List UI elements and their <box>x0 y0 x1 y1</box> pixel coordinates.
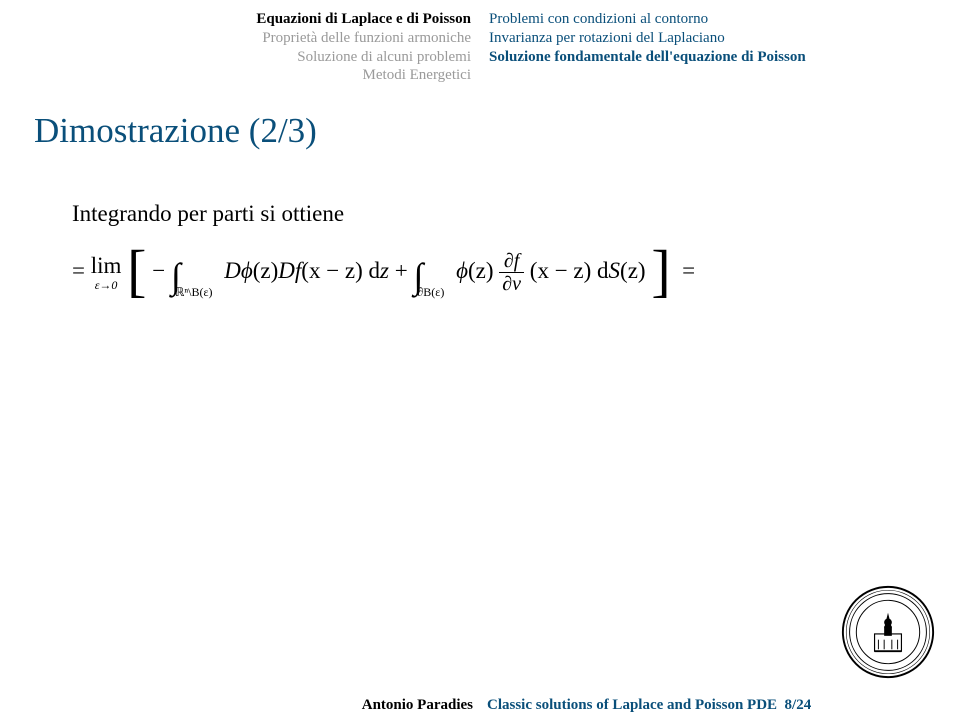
minus-sign: − <box>152 258 165 283</box>
dz-d: d <box>363 258 380 283</box>
footer-author: Antonio Paradies <box>0 697 487 714</box>
footer-talk-title: Classic solutions of Laplace and Poisson… <box>487 697 777 713</box>
footer-title-page: Classic solutions of Laplace and Poisson… <box>487 697 960 714</box>
term-xz: (x − z) <box>301 258 363 283</box>
term-z: (z) <box>253 258 279 283</box>
phi-arg: (z) <box>468 258 494 283</box>
fraction-dfdn: ∂f ∂ν <box>499 251 524 294</box>
university-seal-icon <box>840 584 936 680</box>
equals-sign: = <box>682 258 695 283</box>
header-left-navigation: Equazioni di Laplace e di Poisson Propri… <box>0 10 489 85</box>
slide-title: Dimostrazione (2/3) <box>0 91 960 151</box>
fraction-denominator: ∂ν <box>499 273 524 294</box>
integral-2: ∫∂B(ε) <box>413 258 456 283</box>
nav-section-item[interactable]: Soluzione di alcuni problemi <box>0 48 471 67</box>
limit-operator: lim ε→0 <box>91 254 122 291</box>
arg-xz: (x − z) <box>530 258 592 283</box>
phi: ϕ <box>456 258 468 283</box>
ds-arg: (z) <box>620 258 646 283</box>
slide-footer: Antonio Paradies Classic solutions of La… <box>0 690 960 720</box>
plus-sign: + <box>395 258 414 283</box>
fraction-numerator: ∂f <box>499 251 524 273</box>
lim-subscript: ε→0 <box>91 277 122 291</box>
integral-domain: ∂B(ε) <box>417 285 444 299</box>
nav-subsection-item[interactable]: Problemi con condizioni al contorno <box>489 10 960 29</box>
nav-subsection-current[interactable]: Soluzione fondamentale dell'equazione di… <box>489 48 960 67</box>
integral-1: ∫ℝⁿ\B(ε) <box>171 258 224 283</box>
integral-domain: ℝⁿ\B(ε) <box>175 285 213 299</box>
slide-header: Equazioni di Laplace e di Poisson Propri… <box>0 0 960 91</box>
dz-z: z <box>380 258 389 283</box>
equation-display: = lim ε→0 [ − ∫ℝⁿ\B(ε) Dϕ(z)Df(x − z) dz… <box>0 227 960 294</box>
term-df: Df <box>278 258 301 283</box>
nav-section-item[interactable]: Metodi Energetici <box>0 66 471 85</box>
body-paragraph: Integrando per parti si ottiene <box>0 151 960 227</box>
ds-d: d <box>591 258 608 283</box>
nav-subsection-item[interactable]: Invarianza per rotazioni del Laplaciano <box>489 29 960 48</box>
lim-text: lim <box>91 254 122 277</box>
nav-section-item[interactable]: Proprietà delle funzioni armoniche <box>0 29 471 48</box>
footer-page-number: 8/24 <box>785 697 812 713</box>
nav-section-current[interactable]: Equazioni di Laplace e di Poisson <box>0 10 471 29</box>
ds-s: S <box>609 258 621 283</box>
term-dphi: Dϕ <box>224 258 253 283</box>
header-right-navigation: Problemi con condizioni al contorno Inva… <box>489 10 960 85</box>
equals-sign: = <box>72 258 85 283</box>
